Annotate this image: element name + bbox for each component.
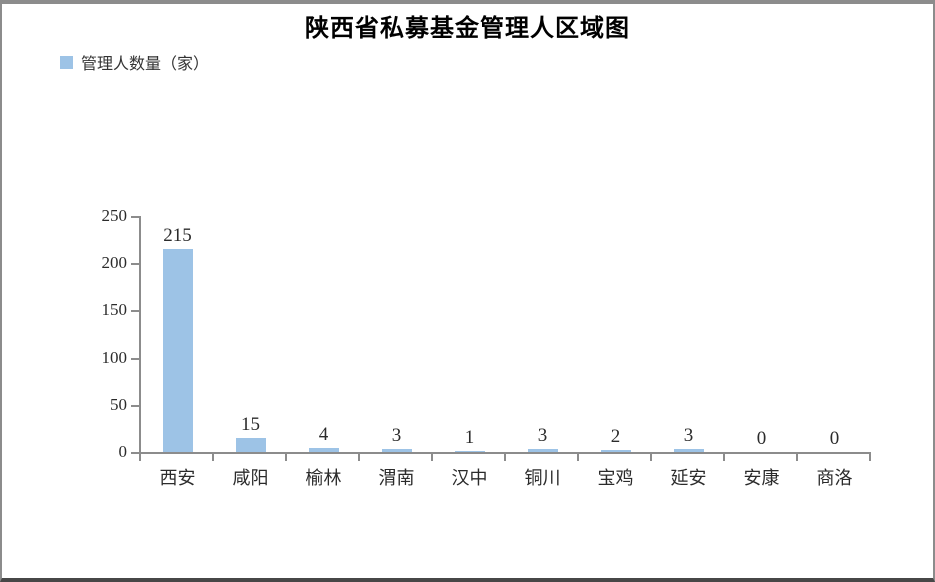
legend-label: 管理人数量（家） (81, 56, 210, 73)
category-label: 商洛 (816, 468, 853, 488)
y-axis-label: 250 (101, 206, 128, 225)
y-axis-label: 0 (118, 442, 128, 461)
chart-title: 陕西省私募基金管理人区域图 (305, 16, 630, 42)
x-axis-tick (869, 454, 871, 461)
bar (600, 450, 631, 452)
x-axis-line (131, 452, 871, 454)
legend-swatch-icon (60, 55, 73, 69)
bar-value-label: 0 (756, 428, 767, 449)
category-label: 榆林 (305, 468, 342, 488)
y-axis-label: 50 (110, 394, 127, 414)
category-label: 安康 (743, 468, 780, 488)
bar-value-label: 3 (537, 425, 548, 446)
category-label: 渭南 (378, 468, 415, 488)
bar-value-label: 2 (610, 426, 621, 447)
bar (162, 249, 193, 452)
y-axis-label: 100 (101, 347, 128, 367)
bar-chart-plot-area: 0 50 100 150 200 250 215 西安 15 咸阳 4 榆林 3 渭南 1 汉中 3 铜川 2 宝鸡 3… (2, 4, 933, 578)
x-axis-tick (212, 454, 214, 461)
x-axis-tick (796, 454, 798, 461)
x-axis-tick (139, 454, 141, 461)
bar (673, 449, 704, 452)
bar-value-label: 3 (683, 425, 694, 446)
x-axis-tick (431, 454, 433, 461)
bar-value-label: 1 (464, 427, 475, 448)
x-axis-tick (285, 454, 287, 461)
x-axis-tick (504, 454, 506, 461)
y-axis-tick (131, 263, 139, 266)
x-axis-tick (577, 454, 579, 461)
bar (527, 449, 558, 452)
y-axis-tick (131, 452, 139, 454)
bar (454, 451, 485, 452)
bar-value-label: 215 (163, 225, 192, 246)
y-axis-label: 200 (101, 253, 128, 273)
bar (308, 448, 339, 452)
category-label: 延安 (670, 468, 707, 488)
bar-value-label: 4 (318, 424, 329, 445)
x-axis-tick (358, 454, 360, 461)
y-axis-tick (131, 216, 139, 218)
bar-value-label: 3 (391, 425, 402, 446)
legend-item[interactable]: 管理人数量（家） (60, 50, 209, 74)
category-label: 咸阳 (232, 468, 269, 488)
x-axis-tick (723, 454, 725, 461)
category-label: 西安 (159, 468, 196, 488)
y-axis-tick (131, 357, 139, 360)
y-axis-line (139, 216, 141, 461)
bar-value-label: 0 (829, 428, 840, 449)
category-label: 宝鸡 (597, 468, 634, 488)
y-axis-tick (131, 310, 139, 313)
y-axis-label: 150 (101, 300, 128, 320)
bar (235, 438, 266, 452)
x-axis-tick (650, 454, 652, 461)
category-label: 铜川 (524, 468, 561, 488)
bar-value-label: 15 (241, 414, 260, 435)
category-label: 汉中 (451, 468, 488, 488)
bar (381, 449, 412, 452)
y-axis-tick (131, 404, 139, 407)
